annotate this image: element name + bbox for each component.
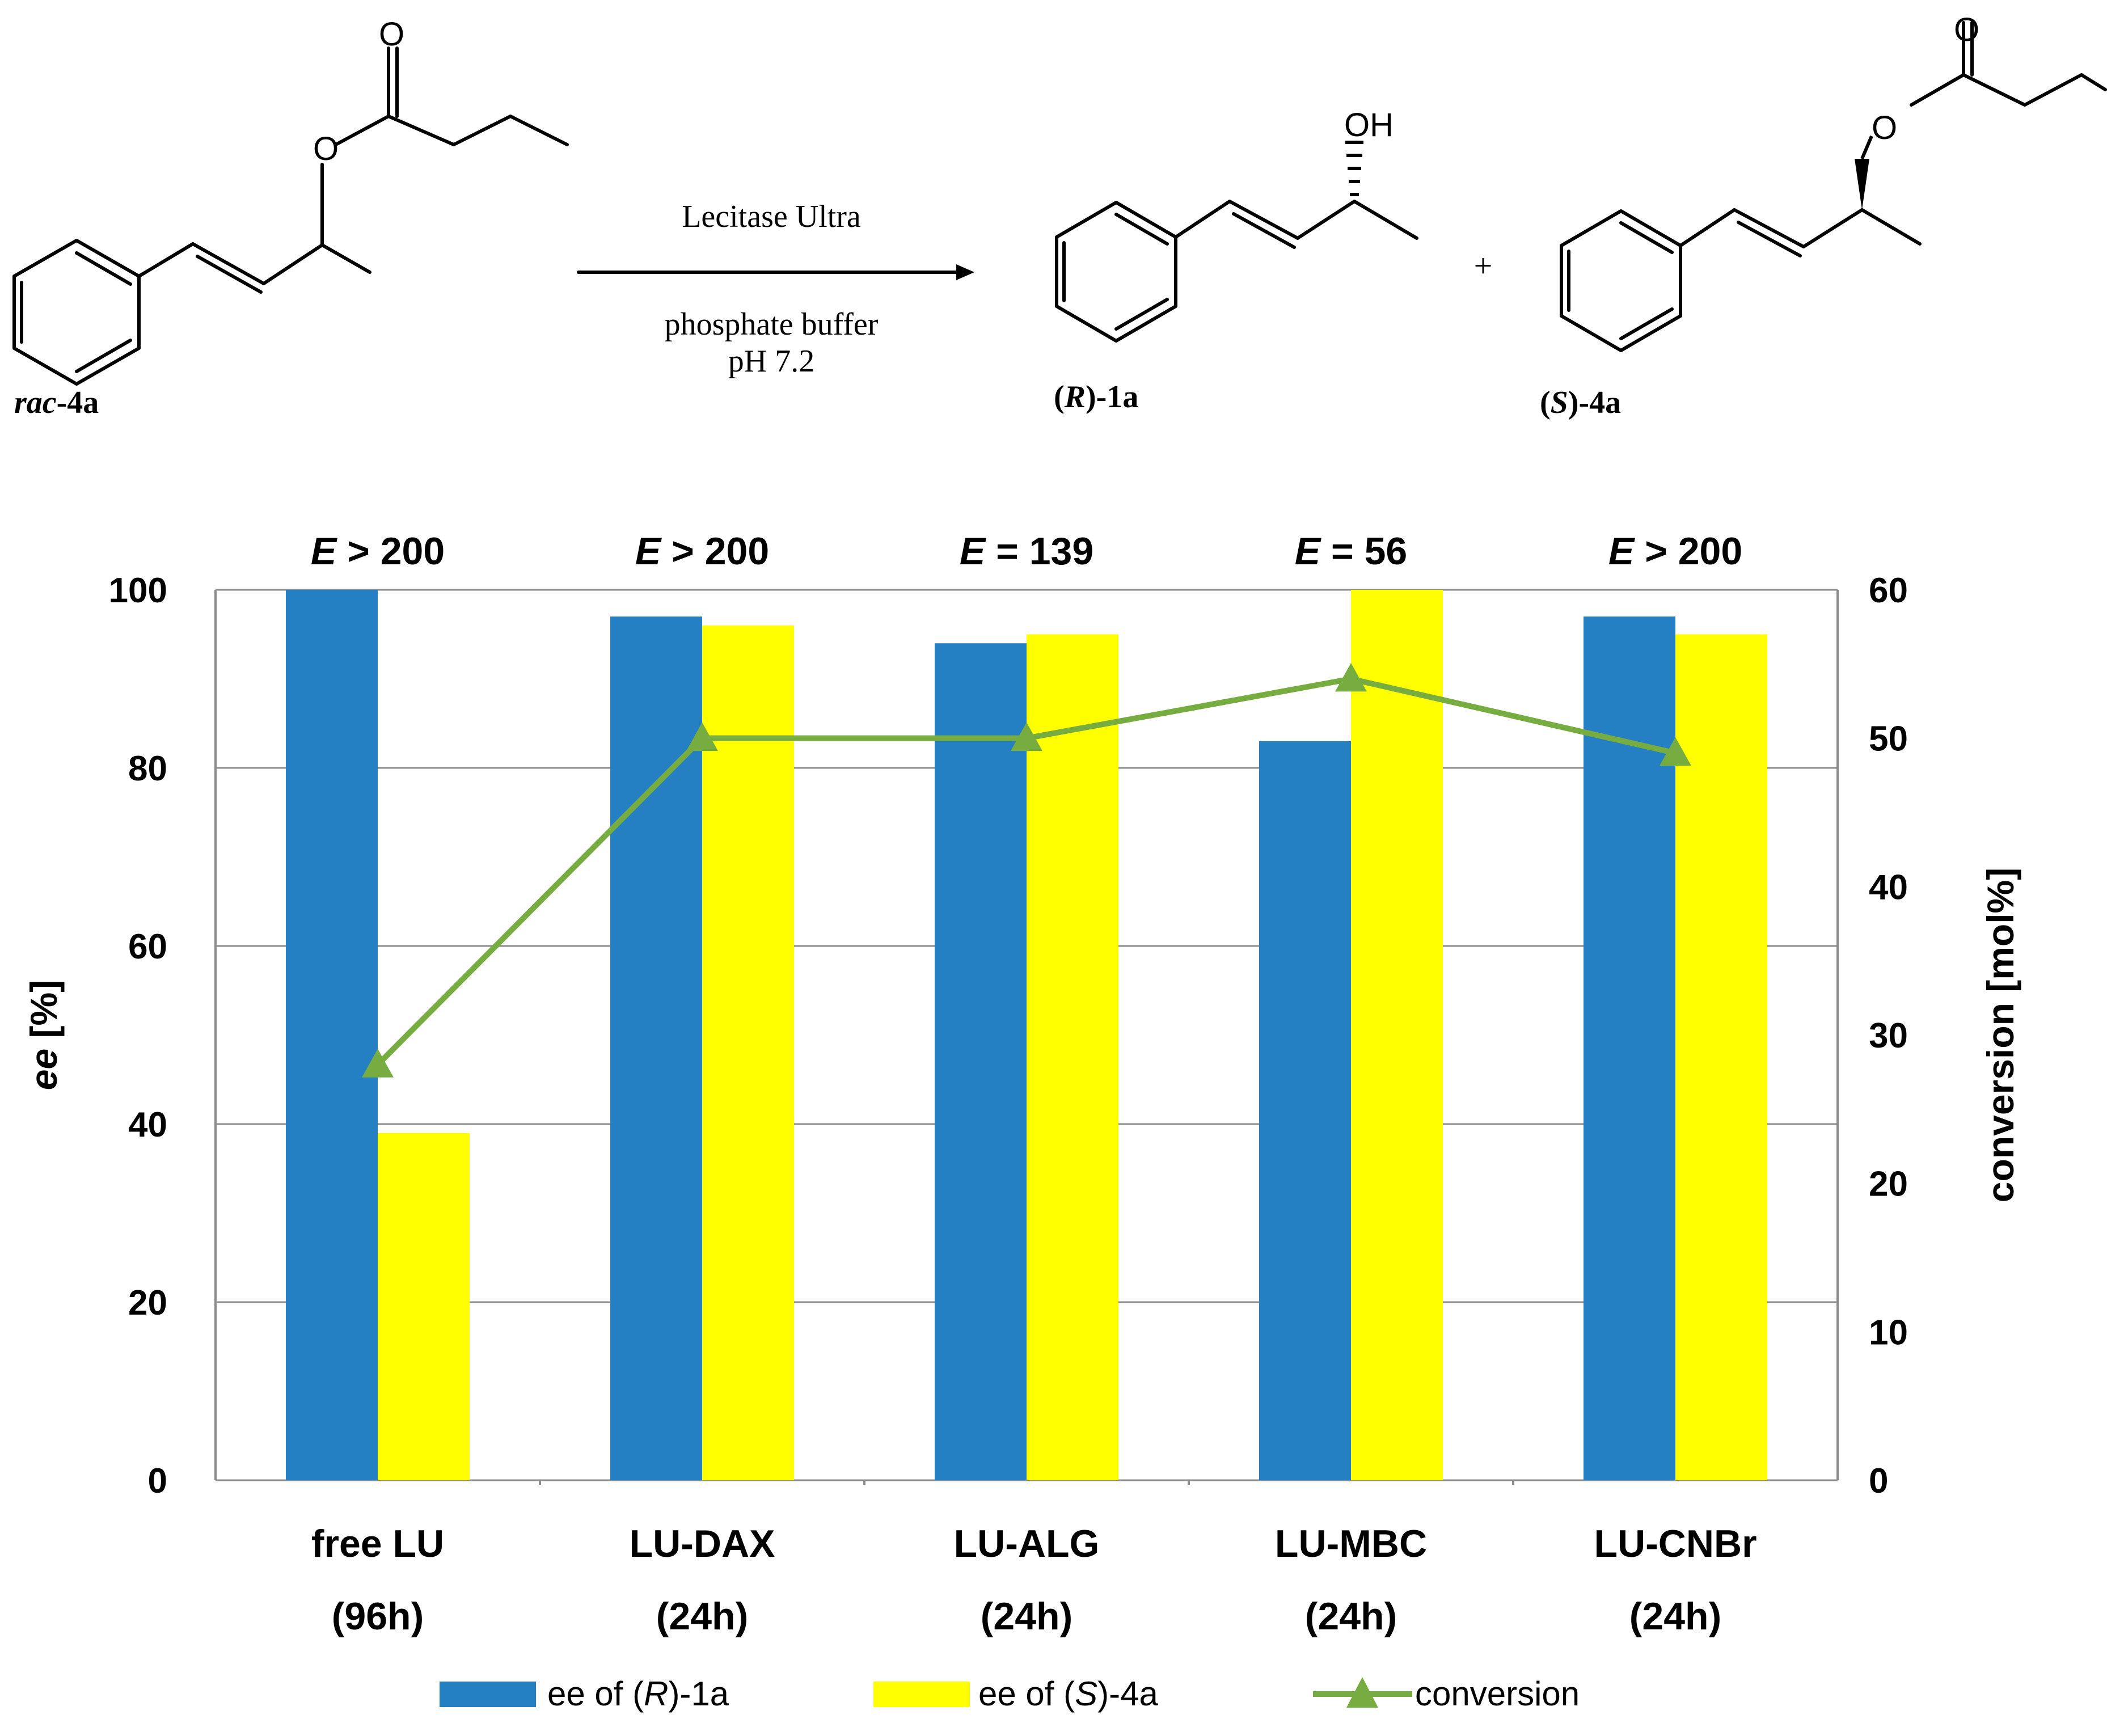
product-r-label: (R)-1a	[1054, 379, 1138, 415]
y-axis-title: ee [%]	[23, 980, 65, 1090]
reaction-scheme: O O O O OH Lecitase Ultra phosphate buff…	[12, 11, 2107, 420]
left-axis-ticks: 0 20 40 60 80 100	[109, 571, 167, 1501]
bar-ee-s	[1027, 634, 1118, 1480]
conversion-point	[1011, 722, 1042, 751]
e-value-label: E > 200	[311, 530, 445, 573]
category-label: LU-ALG	[954, 1522, 1100, 1565]
legend-label-ee-r: ee of (R)-1a	[547, 1675, 729, 1713]
category-label: (24h)	[1305, 1595, 1397, 1638]
legend-triangle-icon	[1346, 1677, 1378, 1708]
y2-axis-title: conversion [mol%]	[1979, 868, 2021, 1202]
y2-tick-label: 50	[1869, 720, 1908, 759]
plus-sign: +	[1474, 247, 1493, 284]
conversion-point	[686, 722, 718, 751]
bar-ee-r	[935, 643, 1027, 1480]
category-label: (24h)	[656, 1595, 748, 1638]
bar-ee-s	[1675, 634, 1767, 1480]
axes	[214, 590, 1839, 1485]
ph-label: pH 7.2	[728, 344, 814, 379]
category-label: free LU	[311, 1522, 444, 1565]
legend-label-ee-s: ee of (S)-4a	[978, 1675, 1158, 1713]
bar-ee-r	[1259, 741, 1351, 1480]
hydroxyl-label: OH	[1344, 107, 1394, 143]
y2-tick-label: 0	[1869, 1462, 1888, 1501]
category-label: (24h)	[1629, 1595, 1721, 1638]
right-axis-ticks: 0 10 20 30 40 50 60	[1869, 571, 1908, 1501]
y-tick-label: 0	[148, 1462, 167, 1501]
legend-swatch-ee-r	[440, 1682, 536, 1707]
ee-conversion-chart: 0 20 40 60 80 100 0 10 20 30 40 50 60 free LU (96h) L…	[23, 530, 2021, 1713]
bar-ee-s	[702, 625, 794, 1480]
bar-ee-r	[1584, 616, 1675, 1480]
bar-ee-s	[378, 1133, 470, 1480]
y-tick-label: 100	[109, 571, 167, 610]
category-label: LU-CNBr	[1594, 1522, 1756, 1565]
y-tick-label: 80	[128, 749, 167, 788]
y2-tick-label: 20	[1869, 1165, 1908, 1204]
bar-ee-r	[286, 590, 378, 1480]
enzyme-label: Lecitase Ultra	[682, 199, 861, 234]
ester-oxygen-label: O	[313, 130, 339, 167]
conversion-line	[362, 663, 1691, 1078]
e-value-label: E > 200	[635, 530, 769, 573]
y-tick-label: 60	[128, 927, 167, 966]
carbonyl-oxygen-label: O	[379, 16, 404, 53]
e-value-label: E = 139	[960, 530, 1093, 573]
wedge-bond	[1855, 159, 1869, 210]
y2-tick-label: 60	[1869, 571, 1908, 610]
product-s-structure	[1560, 21, 2107, 352]
bar-ee-r	[610, 616, 702, 1480]
reactant-structure	[12, 47, 569, 386]
bar-ee-s	[1351, 590, 1443, 1480]
y-tick-label: 40	[128, 1105, 167, 1144]
bars	[286, 590, 1767, 1480]
e-value-labels: E > 200 E > 200 E = 139 E = 56 E > 200	[311, 530, 1742, 573]
legend: ee of (R)-1a ee of (S)-4a conversion	[440, 1675, 1580, 1713]
legend-swatch-ee-s	[873, 1682, 970, 1707]
e-value-label: E > 200	[1608, 530, 1742, 573]
category-label: LU-DAX	[630, 1522, 775, 1565]
y2-tick-label: 40	[1869, 868, 1908, 907]
s-carbonyl-oxygen-label: O	[1954, 11, 1979, 48]
conversion-point	[362, 1049, 394, 1078]
e-value-label: E = 56	[1295, 530, 1408, 573]
product-s-label: (S)-4a	[1540, 385, 1621, 420]
buffer-label: phosphate buffer	[665, 307, 879, 342]
arrowhead-icon	[956, 264, 974, 280]
category-label: (96h)	[332, 1595, 424, 1638]
ester-oxygen-bond	[1860, 135, 1873, 160]
y-tick-label: 20	[128, 1283, 167, 1323]
reactant-label: rac-4a	[14, 385, 99, 420]
category-labels: free LU (96h) LU-DAX (24h) LU-ALG (24h) LU-MBC…	[311, 1522, 1757, 1638]
product-r-structure	[1055, 200, 1418, 343]
s-ester-oxygen-label: O	[1872, 109, 1897, 146]
conversion-point	[1335, 663, 1367, 692]
category-label: (24h)	[981, 1595, 1072, 1638]
conversion-point	[1660, 737, 1691, 766]
hashed-bond	[1345, 141, 1363, 196]
y2-tick-label: 10	[1869, 1313, 1908, 1352]
category-label: LU-MBC	[1275, 1522, 1427, 1565]
y2-tick-label: 30	[1869, 1016, 1908, 1055]
legend-label-conversion: conversion	[1415, 1675, 1580, 1713]
